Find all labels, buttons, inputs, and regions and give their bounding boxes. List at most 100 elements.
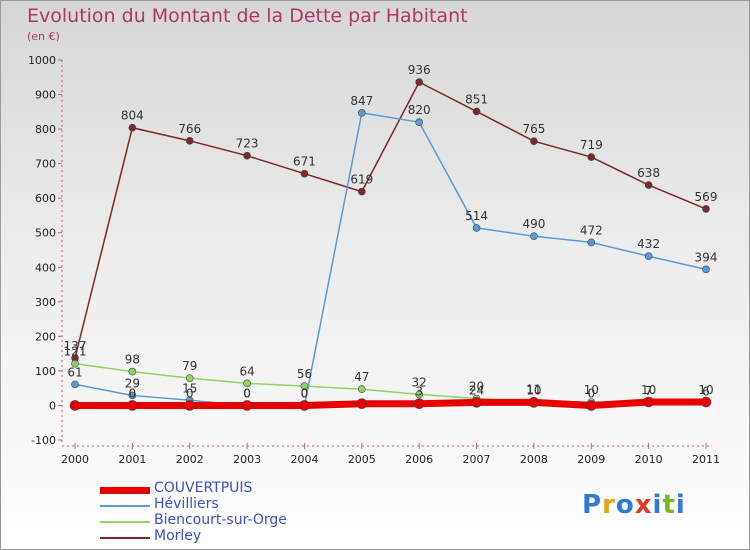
data-label: 29 xyxy=(125,376,140,390)
data-label: 0 xyxy=(243,386,251,400)
legend-label: COUVERTPUIS xyxy=(154,480,253,496)
data-label: 0 xyxy=(243,386,251,400)
data-label: 61 xyxy=(67,365,82,379)
data-label: 847 xyxy=(350,94,373,108)
data-point xyxy=(415,390,423,399)
data-point xyxy=(128,123,137,132)
data-label: 851 xyxy=(465,92,488,106)
data-label: 7 xyxy=(645,384,653,398)
data-label: 723 xyxy=(236,137,259,151)
data-point xyxy=(127,400,138,411)
data-label: 719 xyxy=(580,138,603,152)
x-tick-label: 2010 xyxy=(635,453,663,466)
data-point xyxy=(356,398,368,410)
data-label: 766 xyxy=(178,122,201,136)
y-tick-label: 400 xyxy=(35,261,56,274)
y-tick-label: 1000 xyxy=(28,54,56,67)
x-tick-label: 2002 xyxy=(176,453,204,466)
legend-item: Hévilliers xyxy=(100,496,360,514)
logo-letter: x xyxy=(634,490,653,520)
legend-swatch xyxy=(100,521,150,523)
data-point xyxy=(585,400,597,411)
legend-label: Biencourt-sur-Orge xyxy=(154,512,287,528)
series-line-couvertpuis xyxy=(75,398,706,409)
x-tick-label: 2011 xyxy=(692,453,720,466)
x-tick-label: 2000 xyxy=(61,453,89,466)
data-label: 24 xyxy=(469,383,484,397)
logo-letter: o xyxy=(615,490,635,520)
legend-item: Morley xyxy=(100,528,360,546)
data-point xyxy=(358,109,366,117)
data-point xyxy=(241,400,253,411)
data-label: 10 xyxy=(584,383,599,397)
data-label: 820 xyxy=(408,103,431,117)
data-point xyxy=(702,265,710,274)
data-label: 137 xyxy=(64,339,87,353)
data-point xyxy=(300,382,309,390)
data-point xyxy=(530,232,538,240)
y-tick-label: 600 xyxy=(35,192,56,205)
data-point xyxy=(587,153,596,161)
data-label: 765 xyxy=(522,122,545,136)
legend-swatch xyxy=(100,537,150,539)
data-label: 11 xyxy=(526,383,541,397)
data-label: 56 xyxy=(297,367,312,381)
data-label: 514 xyxy=(465,209,488,223)
proxiti-logo: Proxiti xyxy=(582,490,686,520)
series-line-morley xyxy=(74,81,707,359)
x-tick-label: 2006 xyxy=(405,453,433,466)
data-label: 15 xyxy=(182,381,197,395)
legend-label: Morley xyxy=(154,528,202,544)
data-label: 671 xyxy=(293,155,316,169)
data-label: 10 xyxy=(641,383,656,397)
data-point xyxy=(128,367,137,376)
data-label: 6 xyxy=(702,384,710,398)
data-point xyxy=(300,169,309,178)
data-point xyxy=(644,252,653,261)
data-label: 0 xyxy=(129,386,137,400)
x-tick-label: 2009 xyxy=(577,453,605,466)
data-label: 936 xyxy=(408,63,431,77)
data-point xyxy=(528,397,540,408)
logo-letter: t xyxy=(662,490,676,520)
chart-title: Evolution du Montant de la Dette par Hab… xyxy=(27,5,468,27)
data-label: 804 xyxy=(121,109,144,123)
chart-unit-subtitle: (en €) xyxy=(27,30,60,43)
series-line-biencourt-sur-orge xyxy=(74,362,707,405)
data-point xyxy=(415,78,423,86)
legend-swatch xyxy=(100,486,150,494)
data-label: 10 xyxy=(526,383,541,397)
data-point xyxy=(69,400,81,411)
x-tick-label: 2007 xyxy=(463,453,491,466)
data-label: 0 xyxy=(186,386,194,400)
data-label: 121 xyxy=(64,345,87,359)
x-tick-label: 2005 xyxy=(348,453,376,466)
data-point xyxy=(184,400,196,411)
logo-letter: i xyxy=(652,490,663,520)
data-label: 79 xyxy=(182,359,197,373)
data-point xyxy=(587,238,596,247)
data-point xyxy=(413,398,425,410)
data-label: 569 xyxy=(695,190,718,204)
logo-letter: i xyxy=(675,490,686,520)
series-line-hévilliers xyxy=(74,112,707,407)
data-label: 98 xyxy=(125,353,140,367)
data-label: 32 xyxy=(412,375,427,389)
legend-item: COUVERTPUIS xyxy=(100,480,360,498)
data-point xyxy=(128,391,137,400)
data-label: 0 xyxy=(301,386,309,400)
data-label: 619 xyxy=(350,173,373,187)
data-point xyxy=(243,151,251,160)
data-label: 638 xyxy=(637,166,660,180)
data-point xyxy=(702,205,710,213)
data-label: 472 xyxy=(580,223,603,237)
data-point xyxy=(644,181,653,189)
y-tick-label: 300 xyxy=(35,296,56,309)
data-point xyxy=(700,396,712,408)
data-point xyxy=(185,137,194,145)
legend-label: Hévilliers xyxy=(154,496,219,512)
data-point xyxy=(358,187,366,196)
x-tick-label: 2004 xyxy=(290,453,318,466)
y-tick-label: 100 xyxy=(35,365,56,378)
data-point xyxy=(530,137,538,145)
